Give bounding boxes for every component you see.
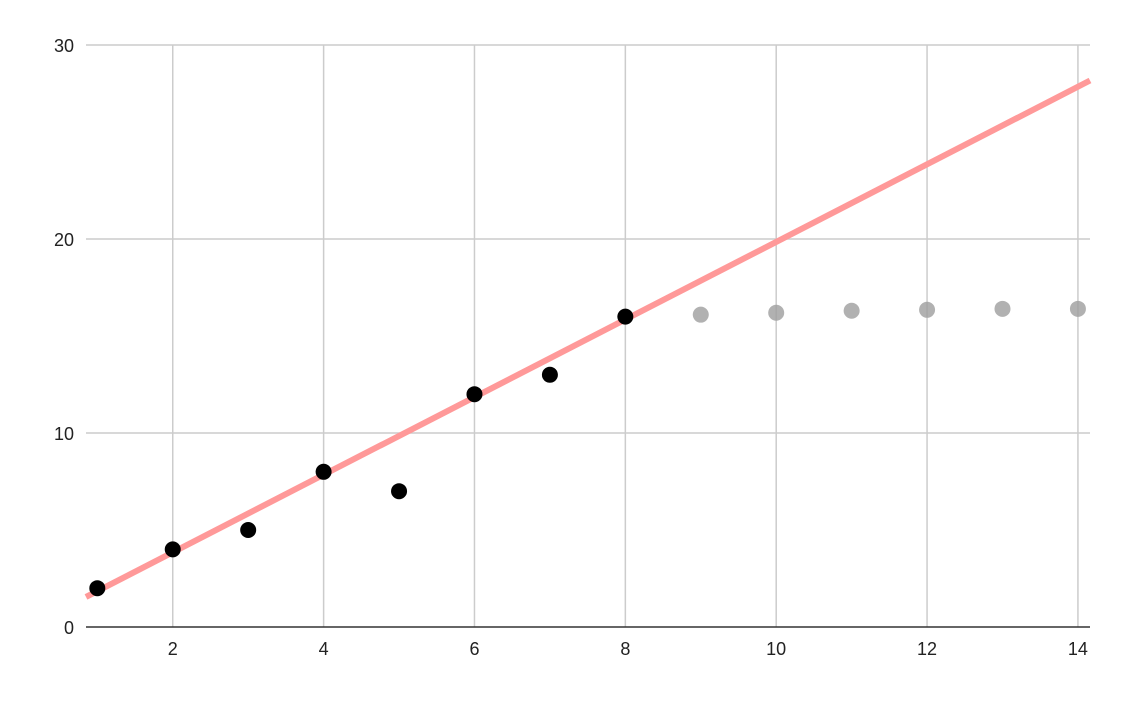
y-tick-label: 0 — [64, 618, 74, 638]
x-tick-label: 4 — [319, 639, 329, 659]
forecast-point — [692, 306, 709, 323]
x-tick-label: 10 — [766, 639, 786, 659]
forecast-point — [843, 302, 860, 319]
y-tick-label: 20 — [54, 230, 74, 250]
x-tick-label: 6 — [469, 639, 479, 659]
x-tick-label: 14 — [1068, 639, 1088, 659]
tick-labels: 2 4 6 8 10 12 14 0 10 20 30 — [54, 36, 1088, 659]
y-tick-label: 10 — [54, 424, 74, 444]
data-point — [240, 522, 257, 538]
data-point — [617, 308, 634, 325]
forecast-point — [994, 300, 1011, 317]
data-point — [466, 386, 483, 403]
x-tick-label: 8 — [620, 639, 630, 659]
data-point — [315, 463, 332, 480]
data-point — [391, 483, 408, 500]
forecast-point — [919, 301, 936, 318]
forecast-point — [768, 304, 785, 321]
forecast-point — [1069, 300, 1086, 317]
trendline — [84, 77, 1092, 600]
y-tick-label: 30 — [54, 36, 74, 56]
data-point — [164, 541, 181, 558]
data-points — [89, 300, 1086, 597]
x-tick-label: 2 — [168, 639, 178, 659]
trendline-path — [84, 77, 1092, 600]
data-point — [89, 580, 106, 597]
data-point — [541, 366, 558, 383]
grid — [86, 44, 1090, 627]
x-tick-label: 12 — [917, 639, 937, 659]
